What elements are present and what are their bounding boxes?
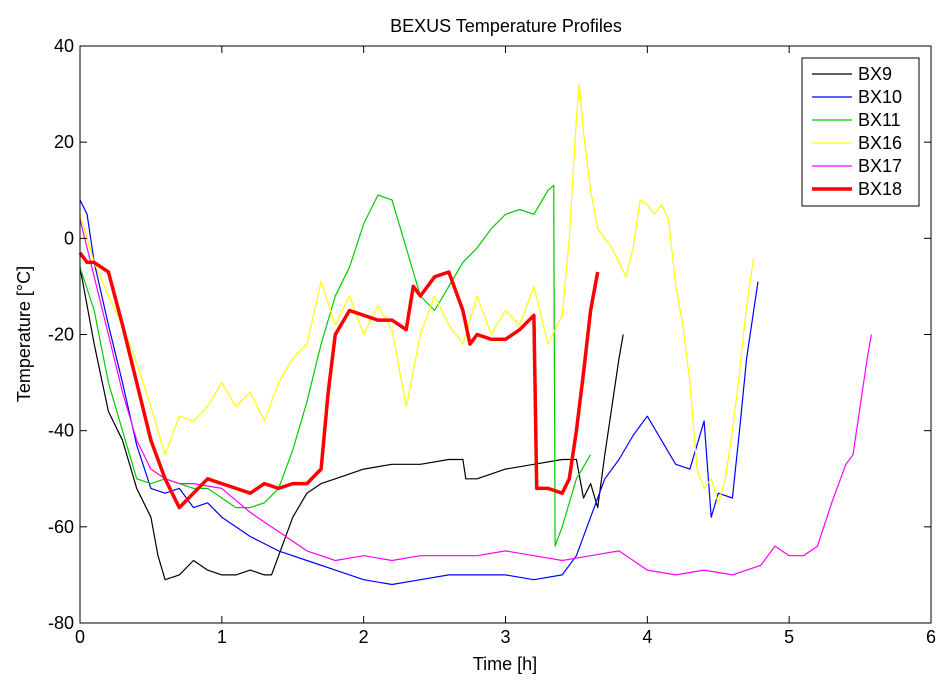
series-line-bx10 [79, 199, 759, 586]
legend-label-bx18: BX18 [858, 179, 902, 199]
legend-box [801, 57, 920, 207]
chart-title: BEXUS Temperature Profiles [390, 16, 622, 36]
series-line-bx18 [78, 251, 600, 510]
x-tick-label: 4 [642, 627, 652, 647]
legend-label-bx16: BX16 [858, 133, 902, 153]
legend-label-bx9: BX9 [858, 64, 892, 84]
plot-lines [78, 83, 872, 586]
x-tick-label: 3 [500, 627, 510, 647]
axis-ticks: 0 1 2 3 4 5 6 -80 -60 -40 -20 0 20 40 [48, 36, 936, 647]
legend: BX9 BX10 BX11 BX16 BX17 BX18 [801, 57, 920, 207]
series-line-bx16 [79, 83, 755, 504]
y-tick-label: 0 [64, 228, 74, 248]
y-tick-label: 40 [54, 36, 74, 56]
y-axis-label: Temperature [°C] [14, 266, 34, 402]
y-tick-label: -20 [48, 325, 74, 345]
y-tick-label: -80 [48, 613, 74, 633]
x-tick-label: 5 [784, 627, 794, 647]
legend-label-bx17: BX17 [858, 156, 902, 176]
x-tick-label: 0 [75, 627, 85, 647]
y-tick-label: -40 [48, 421, 74, 441]
y-tick-label: 20 [54, 132, 74, 152]
x-tick-label: 2 [359, 627, 369, 647]
x-tick-label: 6 [926, 627, 936, 647]
legend-label-bx11: BX11 [858, 110, 901, 130]
y-tick-label: -60 [48, 517, 74, 537]
series-line-bx17 [79, 218, 872, 576]
legend-label-bx10: BX10 [858, 87, 902, 107]
x-axis-label: Time [h] [473, 654, 537, 674]
series-line-bx9 [79, 267, 624, 581]
x-tick-label: 1 [217, 627, 227, 647]
